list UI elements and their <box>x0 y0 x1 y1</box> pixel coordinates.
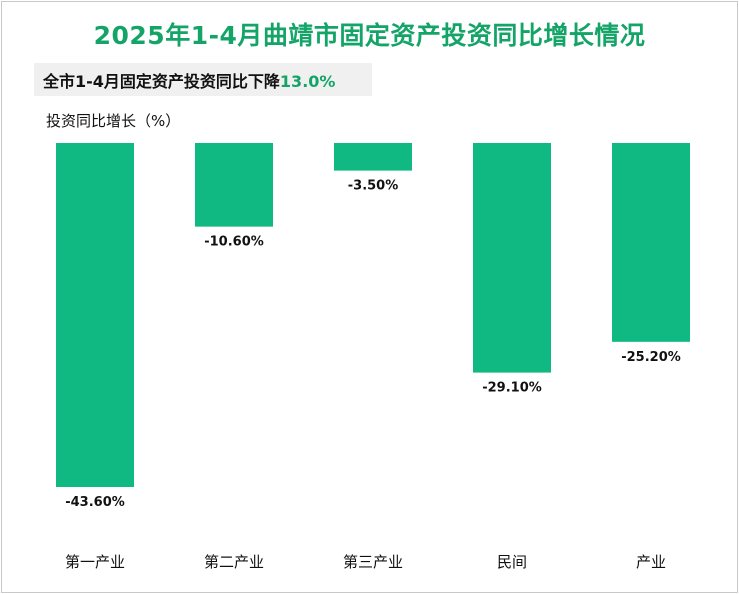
data-label-5: -25.20% <box>621 350 681 365</box>
data-label-4: -29.10% <box>482 381 542 396</box>
data-label-2: -10.60% <box>204 235 264 250</box>
bar-1 <box>56 143 134 487</box>
data-label-1: -43.60% <box>65 495 125 510</box>
y-axis-label: 投资同比增长（%） <box>46 112 181 130</box>
bar-3 <box>334 143 412 171</box>
x-tick-label-5: 产业 <box>636 553 666 571</box>
summary-value: 13.0% <box>279 71 336 91</box>
x-tick-label-3: 第三产业 <box>343 553 403 571</box>
bar-5 <box>612 143 690 342</box>
data-label-3: -3.50% <box>348 179 399 194</box>
summary-box: 全市1-4月固定资产投资同比下降13.0% <box>34 63 372 96</box>
x-tick-label-4: 民间 <box>497 553 527 571</box>
bar-4 <box>473 143 551 373</box>
x-tick-label-1: 第一产业 <box>65 553 125 571</box>
summary-text: 全市1-4月固定资产投资同比下降13.0% <box>34 68 335 92</box>
bar-2 <box>195 143 273 227</box>
summary-label: 全市1-4月固定资产投资同比下降 <box>43 71 280 91</box>
chart-title: 2025年1-4月曲靖市固定资产投资同比增长情况 <box>93 21 646 50</box>
x-tick-label-2: 第二产业 <box>204 553 264 571</box>
